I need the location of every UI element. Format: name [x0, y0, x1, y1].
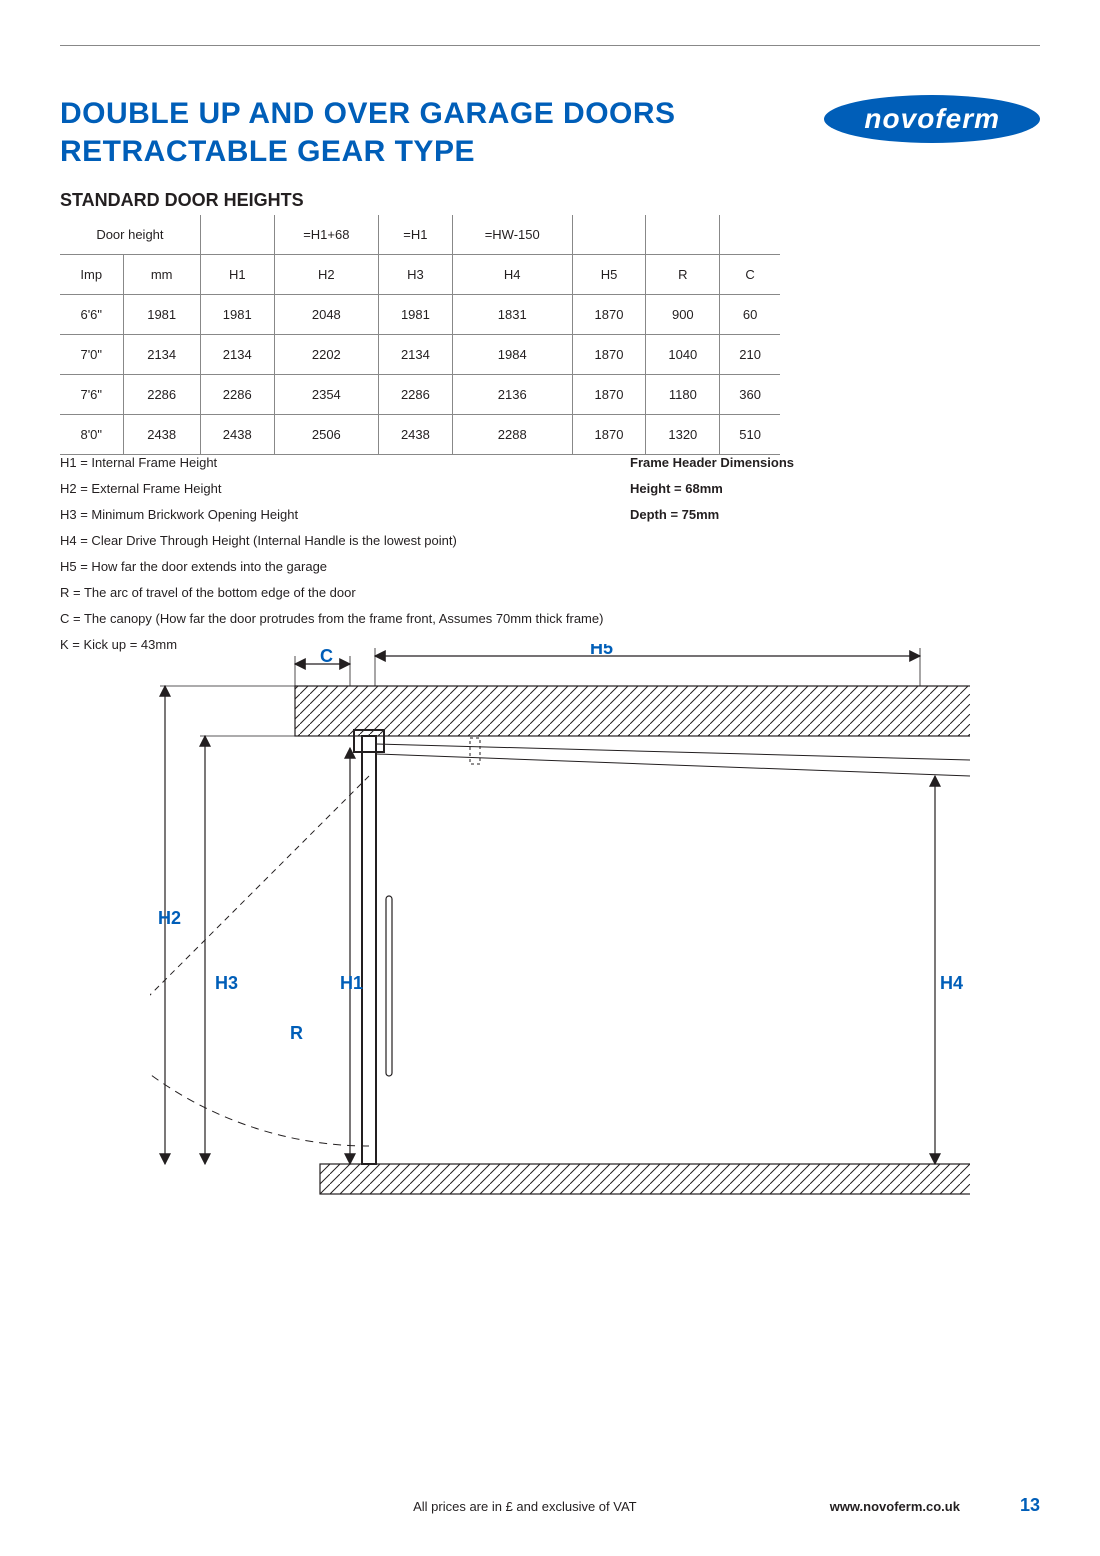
footer-url: www.novoferm.co.uk: [830, 1499, 960, 1514]
table-cell: 1870: [572, 375, 646, 415]
legend-line: H5 = How far the door extends into the g…: [60, 554, 603, 580]
frame-header-dimensions: Frame Header Dimensions Height = 68mm De…: [630, 450, 794, 528]
dim-label-h5: H5: [590, 644, 613, 658]
table-cell: 1981: [200, 295, 274, 335]
table-cell: 2286: [200, 375, 274, 415]
table-formula-cell: [572, 215, 646, 255]
table-formula-cell: =H1: [379, 215, 453, 255]
table-cell: 1180: [646, 375, 720, 415]
frame-dims-height: Height = 68mm: [630, 476, 794, 502]
table-column-header: C: [720, 255, 780, 295]
table-column-header: H3: [379, 255, 453, 295]
brand-logo: novoferm: [824, 95, 1040, 143]
table-cell: 1870: [572, 415, 646, 455]
table-cell: 1981: [123, 295, 200, 335]
table-cell: 510: [720, 415, 780, 455]
table-column-header: mm: [123, 255, 200, 295]
table-cell: 360: [720, 375, 780, 415]
table-cell: 2288: [452, 415, 572, 455]
table-column-header: H5: [572, 255, 646, 295]
table-cell: 2134: [123, 335, 200, 375]
legend-line: C = The canopy (How far the door protrud…: [60, 606, 603, 632]
frame-dims-depth: Depth = 75mm: [630, 502, 794, 528]
table-cell: 2438: [379, 415, 453, 455]
table-column-header: H4: [452, 255, 572, 295]
table-cell: 8'0": [60, 415, 123, 455]
table-cell: 2136: [452, 375, 572, 415]
table-cell: 1831: [452, 295, 572, 335]
table-cell: 7'6": [60, 375, 123, 415]
table-cell: 2286: [379, 375, 453, 415]
table-cell: 7'0": [60, 335, 123, 375]
dim-label-h3: H3: [215, 973, 238, 993]
legend-line: H1 = Internal Frame Height: [60, 450, 603, 476]
table-cell: 2286: [123, 375, 200, 415]
title-line-2: RETRACTABLE GEAR TYPE: [60, 133, 676, 171]
table-cell: 2438: [200, 415, 274, 455]
table-formula-cell: [720, 215, 780, 255]
legend-line: H2 = External Frame Height: [60, 476, 603, 502]
table-cell: 60: [720, 295, 780, 335]
legend-line: R = The arc of travel of the bottom edge…: [60, 580, 603, 606]
legend-line: H3 = Minimum Brickwork Opening Height: [60, 502, 603, 528]
legend-list: H1 = Internal Frame HeightH2 = External …: [60, 450, 603, 658]
table-cell: 900: [646, 295, 720, 335]
table-cell: 1984: [452, 335, 572, 375]
dim-label-h1: H1: [340, 973, 363, 993]
table-formula-cell: [200, 215, 274, 255]
page-footer: All prices are in £ and exclusive of VAT…: [60, 1495, 1040, 1516]
title-line-1: DOUBLE UP AND OVER GARAGE DOORS: [60, 95, 676, 133]
table-cell: 1870: [572, 335, 646, 375]
dim-label-c: C: [320, 646, 333, 666]
table-formula-cell: =HW-150: [452, 215, 572, 255]
section-heading: STANDARD DOOR HEIGHTS: [60, 190, 304, 211]
table-cell: 2506: [274, 415, 378, 455]
table-formula-cell: Door height: [60, 215, 200, 255]
footer-note: All prices are in £ and exclusive of VAT: [220, 1499, 830, 1514]
table-column-header: H2: [274, 255, 378, 295]
table-cell: 2134: [379, 335, 453, 375]
table-cell: 2134: [200, 335, 274, 375]
dim-label-h4: H4: [940, 973, 963, 993]
table-cell: 1870: [572, 295, 646, 335]
table-formula-cell: =H1+68: [274, 215, 378, 255]
table-cell: 1981: [379, 295, 453, 335]
table-column-header: H1: [200, 255, 274, 295]
table-cell: 6'6": [60, 295, 123, 335]
table-cell: 1040: [646, 335, 720, 375]
page-title: DOUBLE UP AND OVER GARAGE DOORS RETRACTA…: [60, 95, 676, 170]
door-heights-table: Door height =H1+68=H1=HW-150 ImpmmH1H2H3H4…: [60, 215, 780, 455]
table-formula-cell: [646, 215, 720, 255]
legend-line: H4 = Clear Drive Through Height (Interna…: [60, 528, 603, 554]
table-cell: 1320: [646, 415, 720, 455]
table-column-header: R: [646, 255, 720, 295]
table-cell: 2202: [274, 335, 378, 375]
section-diagram: C H5 H2 H3 H1 R H4: [150, 644, 970, 1214]
table-cell: 2048: [274, 295, 378, 335]
page-header: DOUBLE UP AND OVER GARAGE DOORS RETRACTA…: [60, 95, 1040, 170]
frame-dims-title: Frame Header Dimensions: [630, 450, 794, 476]
table-cell: 210: [720, 335, 780, 375]
table-cell: 2438: [123, 415, 200, 455]
dim-label-h2: H2: [158, 908, 181, 928]
top-rule: [60, 45, 1040, 46]
table-column-header: Imp: [60, 255, 123, 295]
dim-label-r: R: [290, 1023, 303, 1043]
table-cell: 2354: [274, 375, 378, 415]
page-number: 13: [1020, 1495, 1040, 1516]
